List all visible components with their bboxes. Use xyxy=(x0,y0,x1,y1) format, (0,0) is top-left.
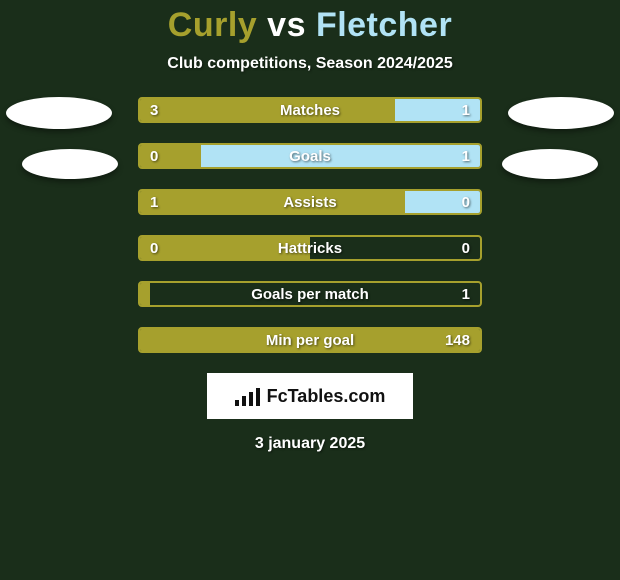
stat-fill-left xyxy=(140,99,395,121)
stat-fill-left xyxy=(140,237,310,259)
stat-value-left: 0 xyxy=(150,145,158,167)
brand-bars-icon xyxy=(235,386,261,406)
stat-value-left: 3 xyxy=(150,99,158,121)
stat-value-right: 1 xyxy=(462,145,470,167)
stat-row: 01Goals xyxy=(138,143,482,169)
stat-row: 10Assists xyxy=(138,189,482,215)
vs-separator: vs xyxy=(267,6,306,44)
stat-rows: 31Matches01Goals10Assists00Hattricks1Goa… xyxy=(138,97,482,353)
player-left-name: Curly xyxy=(168,6,257,44)
stat-value-right: 0 xyxy=(462,237,470,259)
date-label: 3 january 2025 xyxy=(0,435,620,453)
stat-fill-left xyxy=(140,191,405,213)
player-right-name: Fletcher xyxy=(316,6,452,44)
stat-value-left: 0 xyxy=(150,237,158,259)
subtitle: Club competitions, Season 2024/2025 xyxy=(0,55,620,73)
stat-value-right: 0 xyxy=(462,191,470,213)
brand-logo: FcTables.com xyxy=(207,373,413,419)
stat-row: 1Goals per match xyxy=(138,281,482,307)
decor-ellipse xyxy=(6,97,112,129)
decor-ellipse xyxy=(508,97,614,129)
decor-ellipse xyxy=(22,149,118,179)
stat-row: 31Matches xyxy=(138,97,482,123)
stat-fill-left xyxy=(140,283,150,305)
brand-text: FcTables.com xyxy=(267,386,386,407)
stat-value-right: 148 xyxy=(445,329,470,351)
chart-stage: 31Matches01Goals10Assists00Hattricks1Goa… xyxy=(0,97,620,353)
stat-label: Goals per match xyxy=(140,283,480,305)
stat-value-left: 1 xyxy=(150,191,158,213)
stat-value-right: 1 xyxy=(462,283,470,305)
decor-ellipse xyxy=(502,149,598,179)
stat-row: 148Min per goal xyxy=(138,327,482,353)
stat-fill-left xyxy=(140,329,480,351)
stat-value-right: 1 xyxy=(462,99,470,121)
stat-fill-right xyxy=(201,145,480,167)
stat-row: 00Hattricks xyxy=(138,235,482,261)
page-title: Curly vs Fletcher xyxy=(0,0,620,45)
